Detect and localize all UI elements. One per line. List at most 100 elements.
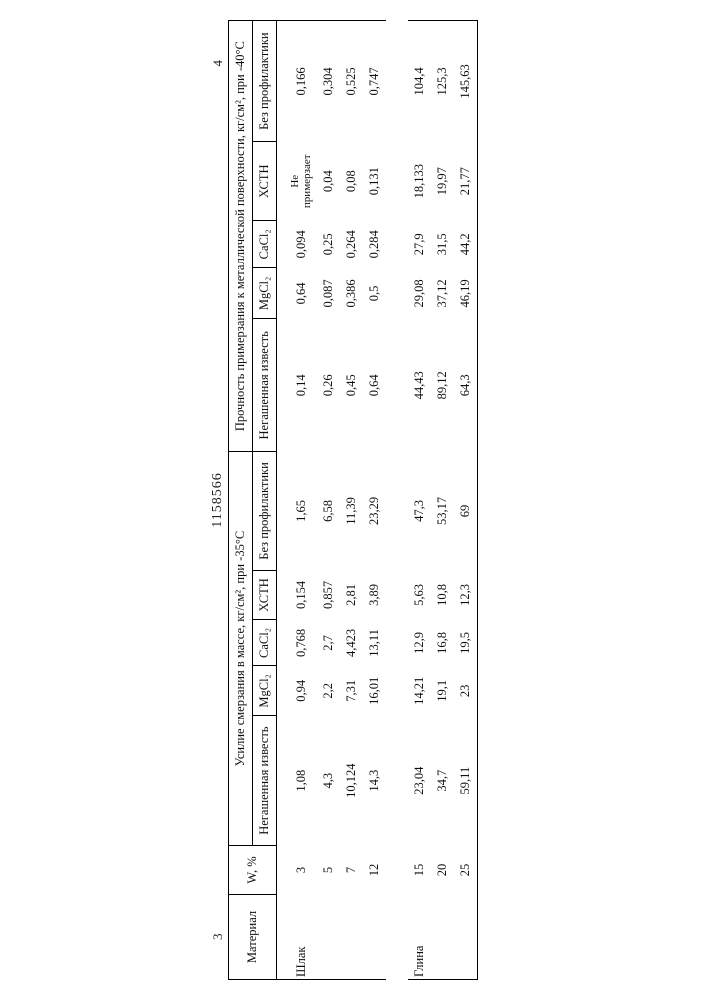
- cell-a-4: 53,17: [431, 452, 454, 570]
- table-header-row-1: Материал W, % Усилие смерзания в массе, …: [229, 21, 253, 980]
- col-35-negash: Негашенная известь: [253, 716, 277, 846]
- cell-b-1: 46,19: [454, 268, 477, 319]
- cell-b-1: 29,08: [408, 268, 431, 319]
- cell-a-4: 47,3: [408, 452, 431, 570]
- cell-a-4: 6,58: [317, 452, 340, 570]
- cell-a-1: 0,94: [277, 666, 318, 716]
- cell-a-1: 19,1: [431, 666, 454, 716]
- cell-a-2: 4,423: [340, 620, 363, 666]
- cell-material: [431, 895, 454, 980]
- cell-b-2: 0,284: [363, 221, 386, 268]
- col-w: W, %: [229, 846, 277, 895]
- cell-b-0: 0,26: [317, 319, 340, 452]
- cell-b-4: 0,166: [277, 21, 318, 142]
- cell-a-0: 59,11: [454, 716, 477, 846]
- cell-b-3: 18,133: [408, 142, 431, 221]
- cell-a-2: 2,7: [317, 620, 340, 666]
- table-row: 2034,719,116,810,853,1789,1237,1231,519,…: [431, 21, 454, 980]
- cell-a-2: 16,8: [431, 620, 454, 666]
- page: 3 1158566 4 Материал W, % Усилие смерзан…: [0, 0, 707, 1000]
- cell-b-1: 37,12: [431, 268, 454, 319]
- cell-w: 15: [408, 846, 431, 895]
- cell-b-3: Не примерзает: [277, 142, 318, 221]
- cell-a-1: 23: [454, 666, 477, 716]
- cell-b-0: 0,14: [277, 319, 318, 452]
- cell-b-4: 125,3: [431, 21, 454, 142]
- table-row: 1214,316,0113,113,8923,290,640,50,2840,1…: [363, 21, 386, 980]
- document-number: 1158566: [210, 472, 226, 527]
- cell-b-1: 0,386: [340, 268, 363, 319]
- cell-b-1: 0,64: [277, 268, 318, 319]
- cell-a-2: 12,9: [408, 620, 431, 666]
- cell-a-3: 2,81: [340, 570, 363, 620]
- cell-b-3: 0,04: [317, 142, 340, 221]
- cell-a-3: 3,89: [363, 570, 386, 620]
- cell-w: 7: [340, 846, 363, 895]
- cell-b-4: 145,63: [454, 21, 477, 142]
- col-40-cacl2: CaCl₂: [253, 221, 277, 268]
- cell-b-2: 27,9: [408, 221, 431, 268]
- cell-a-3: 0,154: [277, 570, 318, 620]
- cell-a-0: 34,7: [431, 716, 454, 846]
- cell-material: [363, 895, 386, 980]
- cell-b-4: 104,4: [408, 21, 431, 142]
- cell-w: 20: [431, 846, 454, 895]
- cell-b-2: 0,25: [317, 221, 340, 268]
- col-40-noprof: Без профилактики: [253, 21, 277, 142]
- col-material: Материал: [229, 895, 277, 980]
- cell-b-3: 0,08: [340, 142, 363, 221]
- cell-b-0: 44,43: [408, 319, 431, 452]
- cell-a-1: 16,01: [363, 666, 386, 716]
- cell-b-2: 0,264: [340, 221, 363, 268]
- cell-a-3: 10,8: [431, 570, 454, 620]
- cell-a-2: 19,5: [454, 620, 477, 666]
- cell-w: 3: [277, 846, 318, 895]
- cell-a-2: 0,768: [277, 620, 318, 666]
- col-block-35: Усилие смерзания в массе, кг/см², при -3…: [229, 452, 253, 846]
- cell-material: [317, 895, 340, 980]
- table-gap-row: [386, 21, 408, 980]
- cell-b-0: 0,64: [363, 319, 386, 452]
- col-35-cacl2: CaCl₂: [253, 620, 277, 666]
- cell-b-2: 0,094: [277, 221, 318, 268]
- col-block-40: Прочность примерзания к металлической по…: [229, 21, 253, 452]
- cell-w: 25: [454, 846, 477, 895]
- col-40-negash: Негашенная известь: [253, 319, 277, 452]
- col-35-hstn: ХСТН: [253, 570, 277, 620]
- cell-a-3: 5,63: [408, 570, 431, 620]
- cell-a-0: 14,3: [363, 716, 386, 846]
- cell-b-2: 31,5: [431, 221, 454, 268]
- cell-w: 12: [363, 846, 386, 895]
- cell-b-3: 0,131: [363, 142, 386, 221]
- cell-a-0: 10,124: [340, 716, 363, 846]
- page-number-right: 4: [210, 60, 226, 67]
- col-35-mgcl2: MgCl₂: [253, 666, 277, 716]
- cell-a-1: 7,31: [340, 666, 363, 716]
- table-row: 54,32,22,70,8576,580,260,0870,250,040,30…: [317, 21, 340, 980]
- cell-b-0: 0,45: [340, 319, 363, 452]
- table-body: Шлак31,080,940,7680,1541,650,140,640,094…: [277, 21, 478, 980]
- col-40-mgcl2: MgCl₂: [253, 268, 277, 319]
- cell-a-3: 0,857: [317, 570, 340, 620]
- cell-a-3: 12,3: [454, 570, 477, 620]
- cell-a-4: 69: [454, 452, 477, 570]
- cell-b-3: 19,97: [431, 142, 454, 221]
- table-row: Шлак31,080,940,7680,1541,650,140,640,094…: [277, 21, 318, 980]
- table-row: 710,1247,314,4232,8111,390,450,3860,2640…: [340, 21, 363, 980]
- cell-a-4: 11,39: [340, 452, 363, 570]
- cell-material: Шлак: [277, 895, 318, 980]
- table-bottom-border: [477, 21, 478, 980]
- cell-a-2: 13,11: [363, 620, 386, 666]
- cell-b-4: 0,747: [363, 21, 386, 142]
- table-header-row-2: Негашенная известь MgCl₂ CaCl₂ ХСТН Без …: [253, 21, 277, 980]
- cell-material: [454, 895, 477, 980]
- cell-a-4: 23,29: [363, 452, 386, 570]
- page-number-left: 3: [210, 934, 226, 941]
- cell-material: Глина: [408, 895, 431, 980]
- cell-a-1: 14,21: [408, 666, 431, 716]
- cell-a-0: 1,08: [277, 716, 318, 846]
- rotated-content: 3 1158566 4 Материал W, % Усилие смерзан…: [228, 20, 478, 980]
- table-row: Глина1523,0414,2112,95,6347,344,4329,082…: [408, 21, 431, 980]
- col-35-noprof: Без профилактики: [253, 452, 277, 570]
- cell-w: 5: [317, 846, 340, 895]
